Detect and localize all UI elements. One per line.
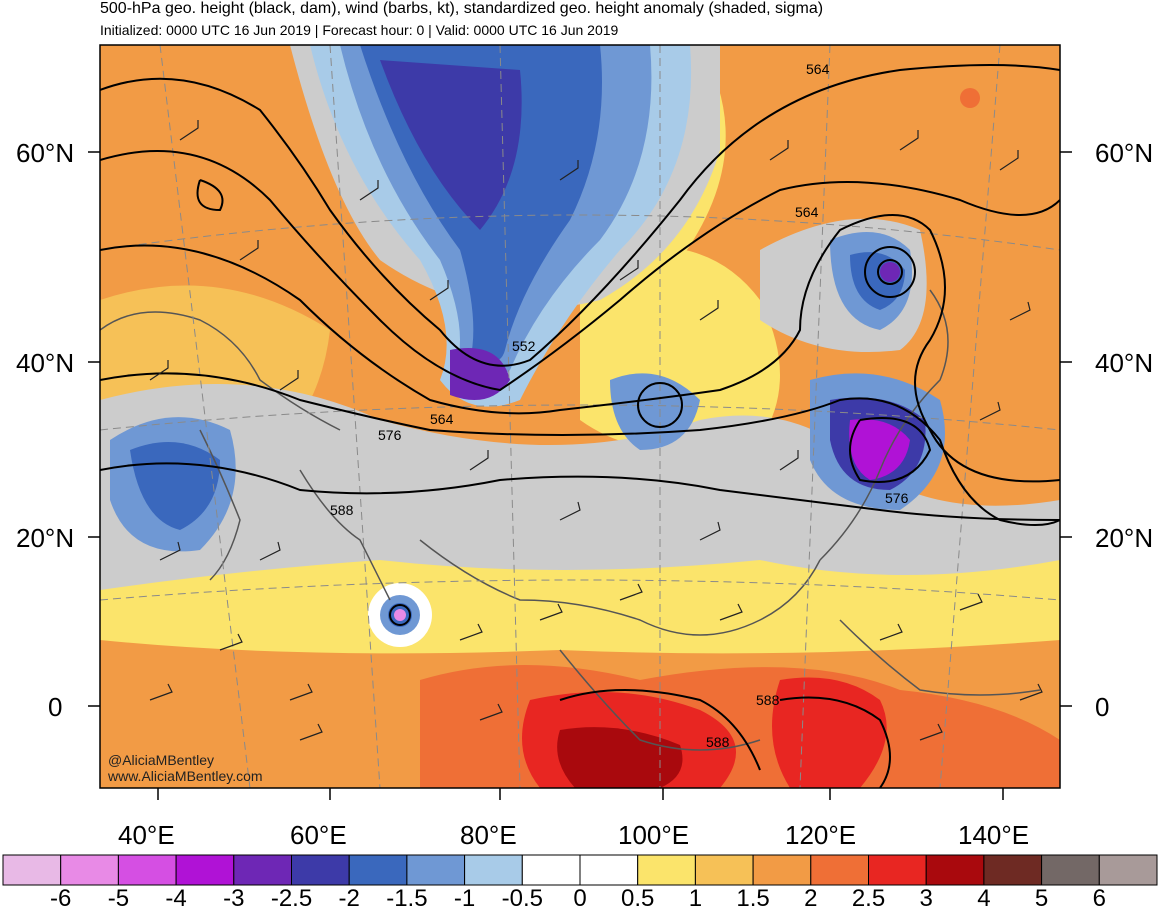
lat-label: 60°N [1095, 138, 1154, 168]
colorbar-swatch [637, 854, 696, 886]
colorbar-tick-label: 3 [919, 885, 933, 912]
anomaly-cyclone-core [394, 609, 406, 621]
lat-label: 20°N [1095, 523, 1154, 553]
anomaly-blue-trough-core [380, 60, 522, 230]
lat-label: 0 [1095, 692, 1110, 722]
colorbar-swatch [348, 854, 408, 886]
colorbar-swatch [983, 854, 1043, 886]
lat-label: 0 [48, 692, 63, 722]
colorbar-swatch [752, 854, 812, 886]
contour-label: 552 [512, 338, 536, 354]
anomaly-darkred [557, 727, 683, 788]
anomaly-red-east [772, 677, 887, 788]
colorbar-tick-label: -1.5 [386, 885, 428, 912]
colorbar-tick-label: -3 [223, 885, 245, 912]
colorbar-swatch [1098, 854, 1158, 886]
lon-label: 80°E [460, 820, 517, 850]
colorbar-swatch [406, 854, 466, 886]
anomaly-trough-tip [450, 348, 510, 400]
contour-label: 564 [806, 61, 830, 77]
colorbar-tick-label: 1.5 [736, 885, 770, 912]
lat-label: 40°N [16, 348, 75, 378]
lat-label: 40°N [1095, 348, 1154, 378]
colorbar-swatch [579, 854, 639, 886]
credit-site: www.AliciaMBentley.com [108, 768, 263, 784]
anomaly-purple-east [849, 419, 910, 480]
colorbar-tick-label: -5 [107, 885, 130, 912]
coastlines [100, 289, 1041, 751]
contour-label: 564 [430, 411, 454, 427]
axis-ticks [88, 151, 1072, 800]
colorbar-swatch [694, 854, 754, 886]
colorbar-tick-label: -4 [165, 885, 187, 912]
wind-barbs [149, 120, 1043, 741]
lon-label: 140°E [958, 820, 1030, 850]
lat-label: 60°N [16, 138, 75, 168]
colorbar-tick-label: 2 [804, 885, 818, 912]
graticule [100, 45, 1060, 788]
colorbar-tick-label: 0 [573, 885, 587, 912]
colorbar-swatch [521, 854, 581, 886]
colorbar-tick-label: 6 [1092, 885, 1106, 912]
contour-label: 588 [330, 502, 354, 518]
colorbar-tick-label: -1 [453, 885, 476, 912]
colorbar-swatch [868, 854, 927, 886]
map-frame [99, 44, 1061, 789]
contour-label-group: 564 564 552 564 576 588 576 588 588 [330, 61, 909, 750]
colorbar-swatch [233, 854, 293, 886]
colorbar-swatch [291, 854, 350, 886]
colorbar-swatch [464, 854, 523, 886]
lon-label: 60°E [290, 820, 347, 850]
chart-title: 500-hPa geo. height (black, dam), wind (… [100, 0, 824, 17]
contour-label: 576 [885, 490, 909, 506]
chart-subtitle: Initialized: 0000 UTC 16 Jun 2019 | Fore… [100, 22, 619, 38]
colorbar-swatch [810, 854, 869, 886]
colorbar [2, 854, 1158, 886]
colorbar-swatch [925, 854, 985, 886]
credit-handle: @AliciaMBentley [108, 752, 215, 768]
colorbar-swatch [117, 854, 177, 886]
colorbar-tick-label: 5 [1034, 885, 1049, 912]
contour-label: 576 [378, 427, 402, 443]
lon-label: 120°E [785, 820, 857, 850]
contour-label: 588 [756, 692, 780, 708]
anomaly-ne-core [880, 262, 900, 282]
lon-label: 100°E [618, 820, 690, 850]
colorbar-tick-label: -2.5 [270, 885, 313, 912]
lat-label: 20°N [16, 523, 75, 553]
colorbar-swatch [175, 854, 235, 886]
colorbar-tick-label: 4 [977, 885, 991, 912]
colorbar-swatch [2, 854, 62, 886]
lon-label: 40°E [118, 820, 175, 850]
colorbar-tick-label: -6 [50, 885, 72, 912]
anomaly-shading: 564 564 552 564 576 588 576 588 588 [100, 45, 1060, 788]
colorbar-swatch [1041, 854, 1100, 886]
contour-label: 564 [795, 204, 819, 220]
anomaly-small-red [960, 88, 980, 108]
colorbar-tick-label: 2.5 [851, 885, 886, 912]
height-contours [100, 64, 1060, 788]
colorbar-tick-label: 1 [688, 885, 703, 912]
contour-label: 588 [706, 734, 730, 750]
colorbar-tick-label: 0.5 [621, 885, 655, 912]
colorbar-swatch [60, 854, 119, 886]
colorbar-tick-label: -0.5 [501, 885, 543, 912]
colorbar-tick-label: -2 [338, 885, 360, 912]
